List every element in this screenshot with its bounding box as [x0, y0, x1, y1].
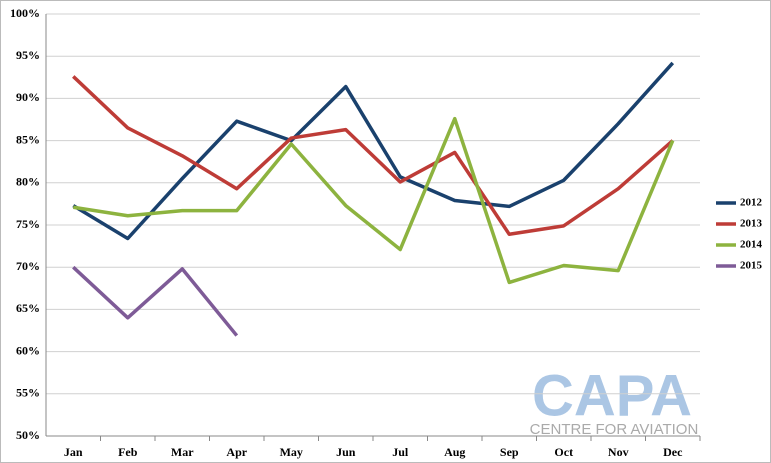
series-line [72, 116, 675, 285]
legend-label: 2015 [740, 260, 763, 272]
x-tick-label: Oct [554, 445, 573, 459]
legend-label: 2014 [740, 239, 763, 251]
series-line [72, 61, 675, 241]
x-tick-label: Mar [171, 445, 194, 459]
x-tick-label: Jun [336, 445, 356, 459]
y-tick-label: 90% [16, 90, 40, 104]
y-tick-label: 65% [16, 301, 40, 315]
x-tick-label: Nov [608, 445, 629, 459]
y-tick-label: 80% [16, 175, 40, 189]
x-tick-label: May [280, 445, 303, 459]
legend-label: 2012 [740, 197, 763, 209]
x-tick-label: Dec [663, 445, 683, 459]
y-tick-label: 95% [16, 48, 40, 62]
x-tick-label: Feb [118, 445, 138, 459]
y-tick-label: 75% [16, 217, 40, 231]
watermark-logo: CAPA [532, 363, 692, 428]
x-tick-label: Apr [226, 445, 247, 459]
y-tick-label: 70% [16, 259, 40, 273]
watermark-subtitle: CENTRE FOR AVIATION [530, 421, 699, 438]
series-line [72, 75, 674, 237]
x-tick-label: Jul [392, 445, 409, 459]
y-tick-label: 55% [16, 386, 40, 400]
y-tick-label: 50% [16, 428, 40, 442]
x-tick-label: Jan [64, 445, 83, 459]
x-tick-label: Aug [444, 445, 465, 459]
y-tick-label: 100% [10, 6, 40, 20]
series-line [72, 265, 239, 337]
y-tick-label: 85% [16, 132, 40, 146]
x-tick-label: Sep [500, 445, 519, 459]
y-tick-label: 60% [16, 343, 40, 357]
legend-label: 2013 [740, 218, 763, 230]
